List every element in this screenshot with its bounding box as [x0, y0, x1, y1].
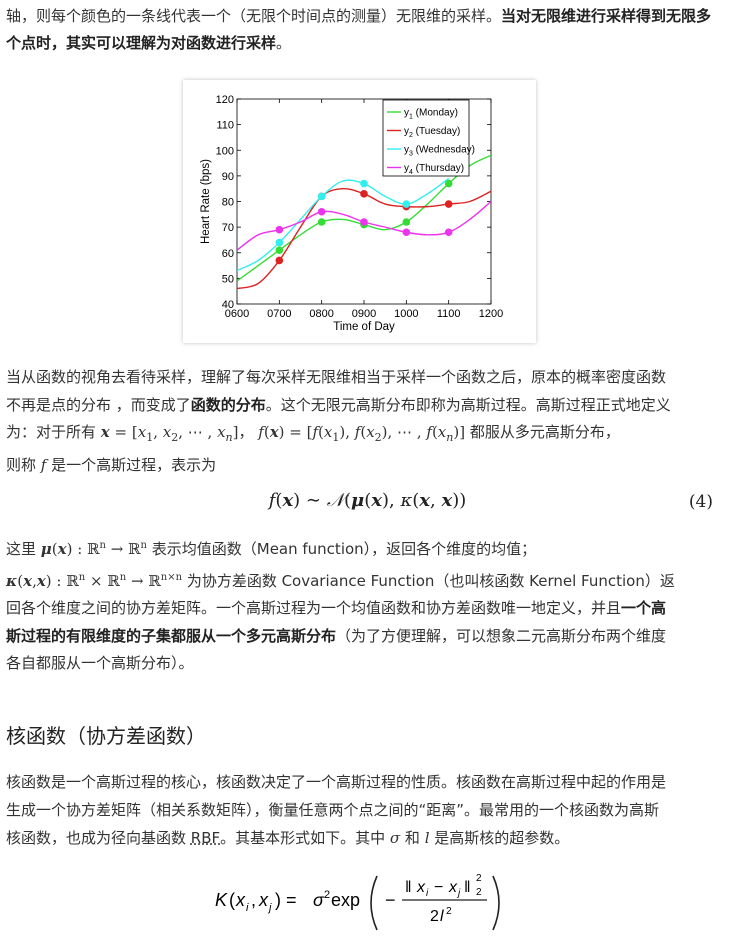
series-4-point [275, 225, 284, 234]
cov-line-3: 回各个维度之间的协方差矩阵。一个高斯过程为一个均值函数和协方差函数唯一地定义，并… [6, 599, 667, 617]
svg-text:) =: ) = [275, 890, 297, 910]
svg-text:(: ( [229, 890, 235, 910]
x-tick-label: 1100 [437, 308, 461, 320]
svg-text:l: l [440, 908, 444, 925]
svg-text:j: j [267, 902, 272, 914]
svg-text:K: K [215, 890, 228, 910]
heart-rate-chart: 40 50 60 70 80 90 100 110 120 0600 0700 0800 0900 100… [200, 94, 503, 333]
svg-text:−: − [385, 890, 396, 910]
equation-number: (4) [688, 492, 713, 512]
svg-text:,: , [251, 890, 256, 910]
kernel-paragraph: 核函数是一个高斯过程的核心，核函数决定了一个高斯过程的性质。核函数在高斯过程中起… [6, 768, 724, 852]
equation-rbf: K ( x i , x j ) = σ 2 exp − ‖ x i − x j … [215, 868, 515, 938]
series-1-point [317, 218, 326, 226]
mean-line: 这里 μ(x) : ℝn → ℝn 表示均值函数（Mean function），… [6, 540, 537, 558]
intro-paragraph: 轴，则每个颜色的一条线代表一个（无限个时间点的测量）无限维的采样。当对无限维进行… [6, 3, 724, 56]
series-4-point [317, 207, 326, 216]
cov-line-5: 各自都服从一个高斯分布）。 [6, 654, 194, 672]
y-tick-label: 40 [222, 299, 234, 311]
series-1-point [402, 218, 411, 226]
legend-label-2: y2 (Tuesday) [404, 126, 460, 139]
gp-line-2: 不再是点的分布 ，而变成了函数的分布。这个无限元高斯分布即称为高斯过程。高斯过程… [6, 395, 671, 414]
svg-text:‖: ‖ [405, 879, 412, 896]
svg-text:x: x [416, 879, 426, 896]
series-1-point [444, 179, 453, 188]
y-tick-label: 60 [222, 248, 234, 260]
x-tick-label: 0900 [352, 308, 376, 320]
series-3-point [317, 192, 326, 201]
heart-rate-figure: 40 50 60 70 80 90 100 110 120 0600 0700 0800 0900 100… [183, 80, 536, 343]
x-tick-label: 0600 [225, 308, 249, 320]
series-4-point [444, 228, 453, 237]
mean-cov-paragraph: 这里 μ(x) : ℝn → ℝn 表示均值函数（Mean function），… [6, 532, 724, 678]
gp-definition-paragraph: 当从函数的视角去看待采样，理解了每次采样无限维相当于采样一个函数之后，原本的概率… [6, 364, 724, 479]
svg-text:2: 2 [324, 889, 330, 901]
series-3-point [360, 179, 368, 188]
x-tick-label: 0800 [309, 308, 333, 320]
intro-text: 轴，则每个颜色的一条线代表一个（无限个时间点的测量）无限维的采样。 [6, 7, 502, 25]
series-1-point [275, 246, 284, 254]
y-tick-label: 120 [216, 94, 234, 106]
equation-gp: f(x) ∼ 𝒩(μ(x), κ(x, x)) [268, 490, 467, 511]
svg-text:j: j [456, 888, 461, 899]
svg-text:exp: exp [331, 890, 360, 910]
svg-text:‖: ‖ [464, 879, 471, 896]
gp-line-3: 为：对于所有 x = [x1, x2, ⋯ , xn]， f(x) = [f(x… [6, 423, 620, 444]
kernel-line-1: 核函数是一个高斯过程的核心，核函数决定了一个高斯过程的性质。核函数在高斯过程中起… [6, 773, 667, 791]
y-tick-label: 90 [222, 171, 234, 183]
svg-text:i: i [246, 902, 249, 914]
svg-text:x: x [235, 890, 246, 910]
svg-text:2: 2 [446, 906, 452, 917]
svg-text:2: 2 [430, 908, 439, 925]
y-tick-label: 80 [222, 197, 234, 209]
y-tick-label: 50 [222, 273, 234, 285]
section-title-kernel: 核函数（协方差函数） [6, 724, 206, 748]
x-tick-label: 0700 [267, 308, 291, 320]
series-2-point [444, 200, 453, 208]
series-line-3 [237, 177, 450, 272]
gp-line-4: 则称 f 是一个高斯过程，表示为 [6, 455, 217, 474]
legend-label-3: y3 (Wednesday) [404, 145, 475, 158]
svg-text:x: x [448, 879, 458, 896]
svg-text:σ: σ [313, 890, 325, 910]
cov-line: κ(x,x) : ℝn × ℝn → ℝn×n 为协方差函数 Covarianc… [6, 571, 675, 590]
svg-text:i: i [426, 888, 429, 899]
y-tick-label: 110 [216, 120, 234, 132]
x-tick-label: 1000 [394, 308, 418, 320]
series-2-point [360, 190, 368, 198]
y-tick-label: 70 [222, 222, 234, 234]
series-2-point [275, 256, 284, 265]
function-distribution-bold: 函数的分布 [190, 395, 266, 414]
series-line-2 [237, 187, 491, 290]
gp-line-1: 当从函数的视角去看待采样，理解了每次采样无限维相当于采样一个函数之后，原本的概率… [6, 368, 667, 386]
x-tick-label: 1200 [479, 308, 503, 320]
kernel-line-2: 生成一个协方差矩阵（相关系数矩阵），衡量任意两个点之间的“距离”。最常用的一个核… [6, 801, 660, 819]
svg-text:2: 2 [476, 887, 482, 898]
legend-label-1: y1 (Monday) [404, 108, 458, 121]
svg-text:x: x [258, 890, 269, 910]
series-3-point [402, 200, 411, 208]
intro-end: 。 [276, 33, 292, 52]
intro-bold-text: 当对无限维进行采样得到无限多个点时，其实可以理解为对函数进行采样 [6, 7, 712, 52]
rbf-link[interactable]: RBF [190, 829, 221, 847]
series-3-point [275, 238, 284, 247]
kernel-line-3: 核函数，也成为径向基函数 RBF。其基本形式如下。其中 σ 和 l 是高斯核的超… [6, 829, 570, 847]
svg-text:−: − [434, 879, 443, 896]
svg-text:2: 2 [476, 873, 482, 884]
y-tick-label: 100 [216, 145, 234, 157]
cov-line-4: 斯过程的有限维度的子集都服从一个多元高斯分布（为了方便理解，可以想象二元高斯分布… [6, 626, 667, 645]
legend-label-4: y4 (Thursday) [404, 163, 464, 176]
y-axis-label: Heart Rate (bps) [200, 159, 212, 244]
series-4-point [402, 228, 411, 237]
x-axis-label: Time of Day [333, 321, 395, 333]
series-4-point [360, 218, 368, 226]
